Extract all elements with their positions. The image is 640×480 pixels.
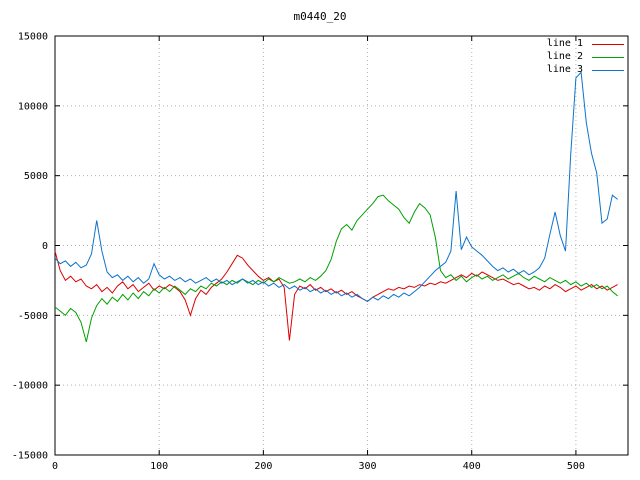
y-tick-label: 10000	[18, 101, 48, 112]
y-tick-label: -10000	[12, 381, 48, 392]
plot-border	[54, 35, 629, 456]
chart-title: m0440_20	[293, 10, 347, 23]
legend-label: line 2	[546, 51, 583, 62]
x-tick-label: 400	[463, 461, 481, 472]
y-tick-label: -15000	[12, 451, 48, 462]
series-line-3	[54, 71, 618, 302]
legend-line-sample	[592, 56, 624, 58]
x-tick-label: 100	[150, 461, 168, 472]
x-tick-label: 0	[52, 461, 58, 472]
legend-item: line 3	[547, 65, 624, 75]
y-tick-label: 0	[42, 241, 48, 252]
series-line-2	[54, 194, 618, 343]
legend-label: line 3	[546, 64, 583, 75]
y-tick-label: 5000	[24, 171, 48, 182]
legend-item: line 2	[547, 52, 624, 62]
x-tick-label: 300	[359, 461, 377, 472]
legend-label: line 1	[546, 38, 583, 49]
legend-item: line 1	[547, 39, 624, 49]
x-tick-label: 200	[254, 461, 272, 472]
legend-line-sample	[592, 43, 624, 45]
y-tick-label: -5000	[18, 311, 48, 322]
legend-line-sample	[592, 69, 624, 71]
series-line-1	[54, 250, 618, 341]
y-tick-label: 15000	[18, 32, 48, 43]
legend: line 1 line 2 line 3	[547, 39, 624, 75]
x-tick-label: 500	[567, 461, 585, 472]
